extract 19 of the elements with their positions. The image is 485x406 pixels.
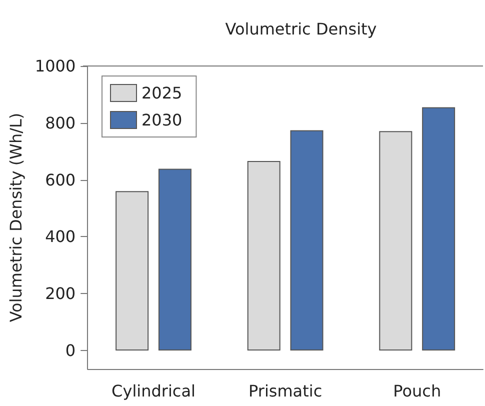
y-tick-label: 800 (45, 113, 76, 132)
bar (247, 161, 280, 351)
bar (290, 130, 324, 351)
bar (422, 107, 456, 351)
y-tick-label: 400 (45, 227, 76, 246)
bar (116, 191, 149, 351)
bar (158, 168, 192, 351)
y-axis-title: Volumetric Density (Wh/L) (6, 112, 26, 322)
legend-label: 2025 (142, 84, 182, 102)
legend-label: 2030 (142, 110, 182, 130)
y-tick-label: 600 (45, 170, 76, 190)
bar (379, 131, 412, 351)
x-tick-label: Prismatic (248, 382, 322, 400)
x-tick-label: Cylindrical (112, 382, 196, 400)
y-tick-label: 1000 (34, 56, 76, 76)
y-tick-label: 200 (45, 284, 76, 304)
chart-title: Volumetric Density (225, 20, 377, 38)
y-tick-label: 0 (65, 341, 76, 360)
x-tick-label: Pouch (393, 382, 442, 400)
